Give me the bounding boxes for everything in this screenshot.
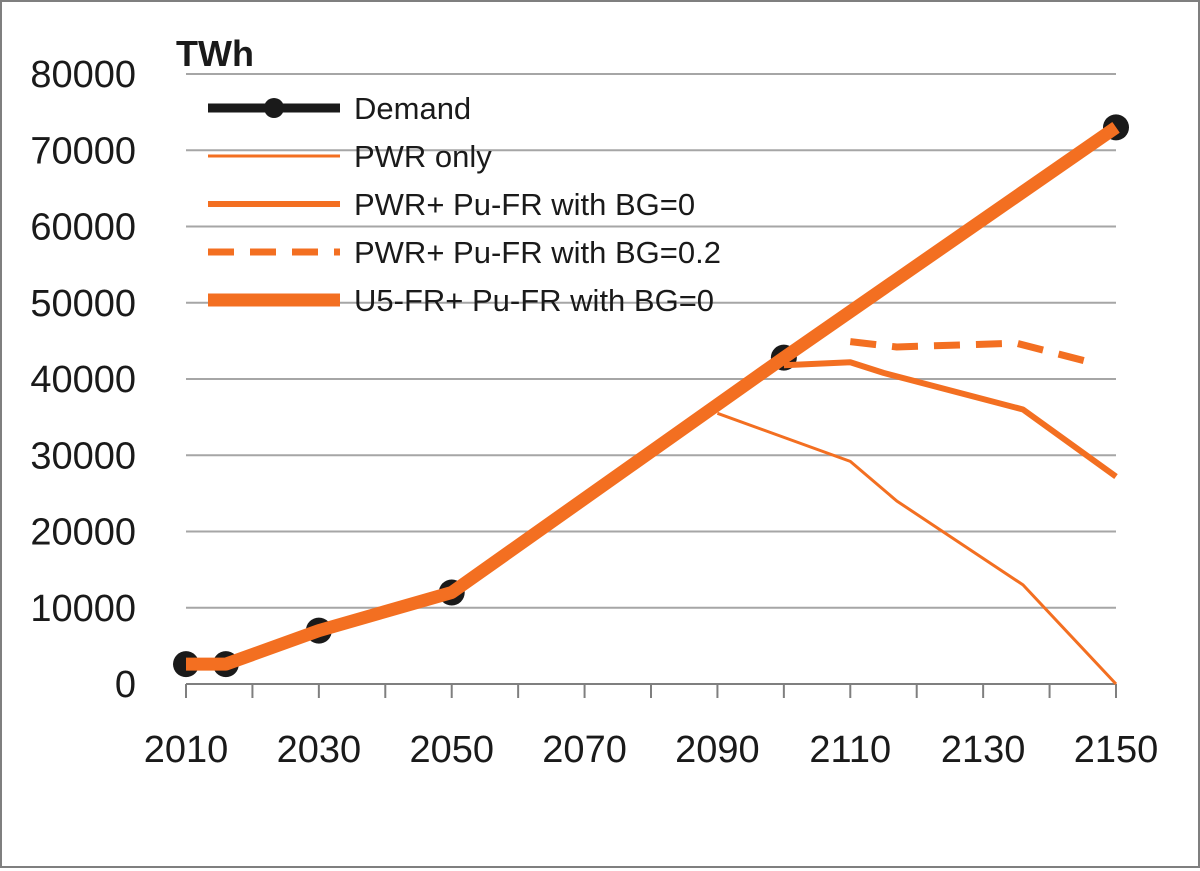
legend-label: PWR+ Pu-FR with BG=0.2 [354, 235, 721, 270]
y-tick-label: 50000 [30, 283, 136, 325]
legend-label: U5-FR+ Pu-FR with BG=0 [354, 283, 714, 318]
legend-label: Demand [354, 91, 471, 126]
x-tick-label: 2030 [277, 729, 362, 771]
legend-label: PWR only [354, 139, 492, 174]
x-tick-label: 2130 [941, 729, 1026, 771]
y-tick-label: 20000 [30, 512, 136, 554]
legend-marker [264, 98, 284, 118]
x-tick-labels: 2010 2030 2050 2070 2090 2110 2130 2150 [144, 729, 1159, 771]
y-axis-unit-label: TWh [176, 33, 254, 74]
axes [185, 683, 1117, 698]
x-tick-label: 2010 [144, 729, 229, 771]
series-line-1 [716, 411, 1118, 686]
y-tick-label: 80000 [30, 54, 136, 96]
y-tick-labels: 0 10000 20000 30000 40000 50000 60000 70000 8000… [30, 54, 136, 706]
y-tick-label: 40000 [30, 359, 136, 401]
series-lines [173, 114, 1129, 686]
series-line-4-overlay [186, 122, 1120, 670]
x-tick-label: 2090 [675, 729, 760, 771]
y-tick-label: 60000 [30, 207, 136, 249]
x-tick-label: 2110 [809, 729, 891, 771]
x-tick-label: 2150 [1074, 729, 1159, 771]
legend: Demand PWR only PWR+ Pu-FR with BG=0 PWR+ P… [208, 91, 721, 318]
y-tick-label: 0 [115, 664, 136, 706]
series-line-3 [849, 338, 1097, 368]
y-tick-label: 30000 [30, 435, 136, 477]
grid-lines [186, 73, 1116, 609]
legend-label: PWR+ Pu-FR with BG=0 [354, 187, 695, 222]
x-tick-label: 2070 [542, 729, 627, 771]
series-line-2 [783, 359, 1118, 480]
x-tick-label: 2050 [409, 729, 494, 771]
y-tick-label: 70000 [30, 130, 136, 172]
y-tick-label: 10000 [30, 588, 136, 630]
